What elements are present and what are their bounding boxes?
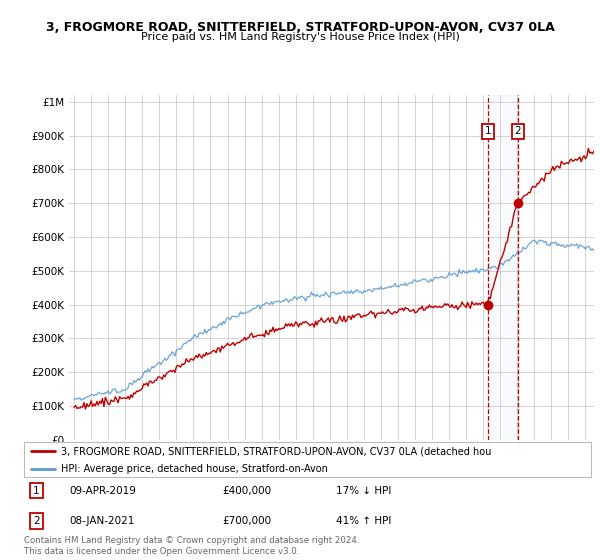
Text: 3, FROGMORE ROAD, SNITTERFIELD, STRATFORD-UPON-AVON, CV37 0LA: 3, FROGMORE ROAD, SNITTERFIELD, STRATFOR…: [46, 21, 554, 34]
Text: 2: 2: [33, 516, 40, 526]
Text: £400,000: £400,000: [223, 486, 272, 496]
Text: 3, FROGMORE ROAD, SNITTERFIELD, STRATFORD-UPON-AVON, CV37 0LA (detached hou: 3, FROGMORE ROAD, SNITTERFIELD, STRATFOR…: [61, 446, 491, 456]
Text: £700,000: £700,000: [223, 516, 272, 526]
Text: 41% ↑ HPI: 41% ↑ HPI: [336, 516, 391, 526]
Text: 1: 1: [484, 127, 491, 137]
Text: Contains HM Land Registry data © Crown copyright and database right 2024.
This d: Contains HM Land Registry data © Crown c…: [24, 536, 359, 556]
Text: Price paid vs. HM Land Registry's House Price Index (HPI): Price paid vs. HM Land Registry's House …: [140, 32, 460, 43]
Text: HPI: Average price, detached house, Stratford-on-Avon: HPI: Average price, detached house, Stra…: [61, 464, 328, 474]
Text: 2: 2: [514, 127, 521, 137]
Text: 17% ↓ HPI: 17% ↓ HPI: [336, 486, 391, 496]
Text: 08-JAN-2021: 08-JAN-2021: [70, 516, 135, 526]
Text: 1: 1: [33, 486, 40, 496]
Text: 09-APR-2019: 09-APR-2019: [70, 486, 136, 496]
Bar: [488, 95, 518, 440]
